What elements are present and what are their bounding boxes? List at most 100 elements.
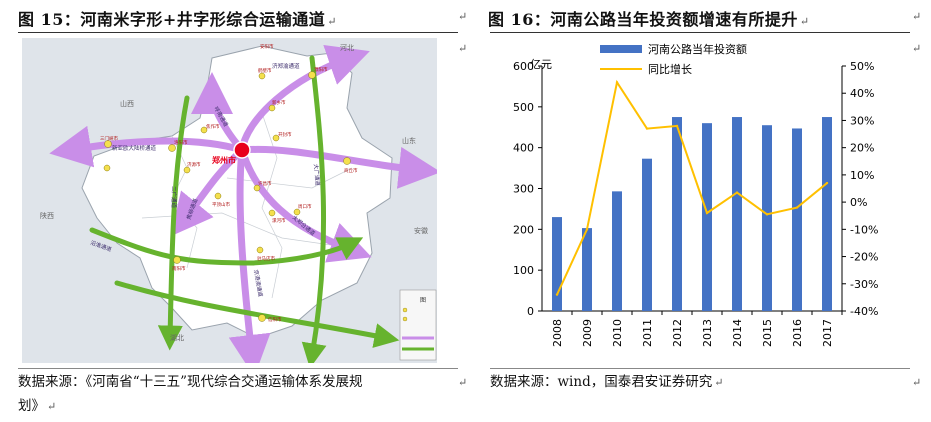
y-left-tick-label: 400 <box>513 142 534 155</box>
x-tick-label: 2009 <box>581 319 594 347</box>
title-rule-left <box>18 32 458 33</box>
bar <box>582 228 592 311</box>
city-label: 商丘市 <box>344 167 358 174</box>
x-tick-label: 2014 <box>731 319 744 347</box>
y-right-tick-label: -10% <box>850 223 878 236</box>
paragraph-mark-icon: ↵ <box>458 376 468 389</box>
paragraph-mark-icon: ↵ <box>799 15 810 28</box>
x-tick-label: 2012 <box>671 319 684 347</box>
y-left-tick-label: 600 <box>513 60 534 73</box>
city-label: 安阳市 <box>260 43 274 50</box>
legend-label-line: 同比增长 <box>648 62 692 76</box>
province-label: 山西 <box>120 99 134 108</box>
x-tick-label: 2008 <box>551 319 564 347</box>
bar <box>642 158 652 311</box>
x-tick-label: 2013 <box>701 319 714 347</box>
bar <box>702 123 712 312</box>
city-label: 漯河市 <box>272 217 286 224</box>
bar <box>612 191 622 311</box>
city-label: 洛阳市 <box>174 139 188 146</box>
investment-chart: 亿元 河南公路当年投资额 同比增长 0 100 200 300 400 500 600 -40… <box>513 42 878 347</box>
province-label: 山东 <box>402 136 416 145</box>
growth-point <box>645 127 649 130</box>
province-label: 陕西 <box>40 211 54 220</box>
left-figure-source: 数据来源：《河南省“十三五”现代综合交通运输体系发展规 划》 ↵ <box>18 370 458 419</box>
growth-point <box>765 213 769 216</box>
growth-line <box>556 79 828 296</box>
province-label: 安徽 <box>414 226 428 235</box>
paragraph-mark-icon: ↵ <box>458 10 468 23</box>
source-rule-left <box>18 368 458 369</box>
growth-point <box>555 293 559 296</box>
city-label: 三门峡市 <box>100 135 118 142</box>
source-rule-right <box>490 368 910 369</box>
bar <box>672 117 682 312</box>
province-label: 河北 <box>340 44 354 52</box>
title-rule-right <box>490 32 910 33</box>
city-label: 焦作市 <box>206 123 220 130</box>
bar <box>762 125 772 311</box>
x-tick-label: 2010 <box>611 319 624 347</box>
growth-point <box>795 206 799 209</box>
x-tick-label: 2011 <box>641 319 654 347</box>
zhengzhou-marker <box>233 141 251 159</box>
city-label: 濮阳市 <box>314 66 328 73</box>
left-figure-title: 图 15：河南米字形+井字形综合运输通道 ↵ <box>18 10 337 29</box>
paragraph-mark-icon: ↵ <box>327 15 337 28</box>
legend-swatch-bar <box>600 45 642 53</box>
city-label: 南阳市 <box>172 265 186 272</box>
y-left-tick-label: 100 <box>513 264 534 277</box>
growth-point <box>615 81 619 84</box>
corridor-label: 大广通道 <box>312 163 322 186</box>
growth-point <box>825 181 829 185</box>
growth-point <box>675 124 679 128</box>
y-right-tick-label: -20% <box>850 251 878 264</box>
legend-label-bar: 河南公路当年投资额 <box>648 42 747 56</box>
city-label: 驻马店市 <box>257 255 275 262</box>
growth-point <box>735 191 739 194</box>
center-city-label: 郑州市 <box>212 155 236 165</box>
x-tick-label: 2017 <box>821 319 834 347</box>
paragraph-mark-icon: ↵ <box>912 42 922 55</box>
y-left-tick-label: 0 <box>527 305 534 318</box>
source-line: 划》 ↵ <box>18 398 57 414</box>
city-label: 开封市 <box>278 131 292 138</box>
province-label: 湖北 <box>170 333 184 342</box>
y-axis-left-label: 亿元 <box>530 58 552 71</box>
growth-point <box>585 228 589 231</box>
paragraph-mark-icon: ↵ <box>47 400 57 413</box>
right-figure-title: 图 16：河南公路当年投资额增速有所提升 ↵ <box>488 10 810 29</box>
city-label: 济源市 <box>187 161 201 168</box>
map-legend-title: 图 <box>420 297 426 304</box>
source-line: 数据来源：《河南省“十三五”现代综合交通运输体系发展规 <box>18 374 363 390</box>
corridor-label: 新亚欧大陆桥通道 <box>112 144 157 152</box>
city-label: 许昌市 <box>258 180 272 187</box>
corridor-label: 二广通道 <box>170 186 178 209</box>
city-label: 鹤壁市 <box>258 67 272 74</box>
y-left-tick-label: 200 <box>513 223 534 236</box>
bar <box>822 117 832 312</box>
corridor-label: 济郑渝通道 <box>272 62 300 70</box>
y-right-tick-label: 40% <box>850 87 874 100</box>
bar <box>792 128 802 311</box>
y-right-tick-label: 30% <box>850 114 874 127</box>
paragraph-mark-icon: ↵ <box>458 42 468 55</box>
corridor-map: 郑州市 山西 河北 山东 安徽 湖北 陕西 新亚欧大陆桥通道 京港澳通道 大广通… <box>22 38 437 363</box>
bar <box>552 217 562 311</box>
y-right-tick-label: -40% <box>850 305 878 318</box>
city-label: 周口市 <box>298 203 312 210</box>
right-figure-source: 数据来源：wind，国泰君安证券研究 ↵ <box>490 374 724 390</box>
bar <box>732 117 742 312</box>
y-left-tick-label: 500 <box>513 101 534 114</box>
y-right-tick-label: 20% <box>850 142 874 155</box>
y-right-tick-label: 0% <box>850 196 867 209</box>
y-right-tick-label: 50% <box>850 60 874 73</box>
paragraph-mark-icon: ↵ <box>912 10 922 23</box>
city-label: 新乡市 <box>272 99 286 106</box>
x-tick-label: 2015 <box>761 319 774 347</box>
paragraph-mark-icon: ↵ <box>912 376 922 389</box>
growth-point <box>705 211 709 215</box>
y-right-tick-label: 10% <box>850 169 874 182</box>
jingzi-corridors <box>89 55 400 363</box>
paragraph-mark-icon: ↵ <box>714 376 724 389</box>
